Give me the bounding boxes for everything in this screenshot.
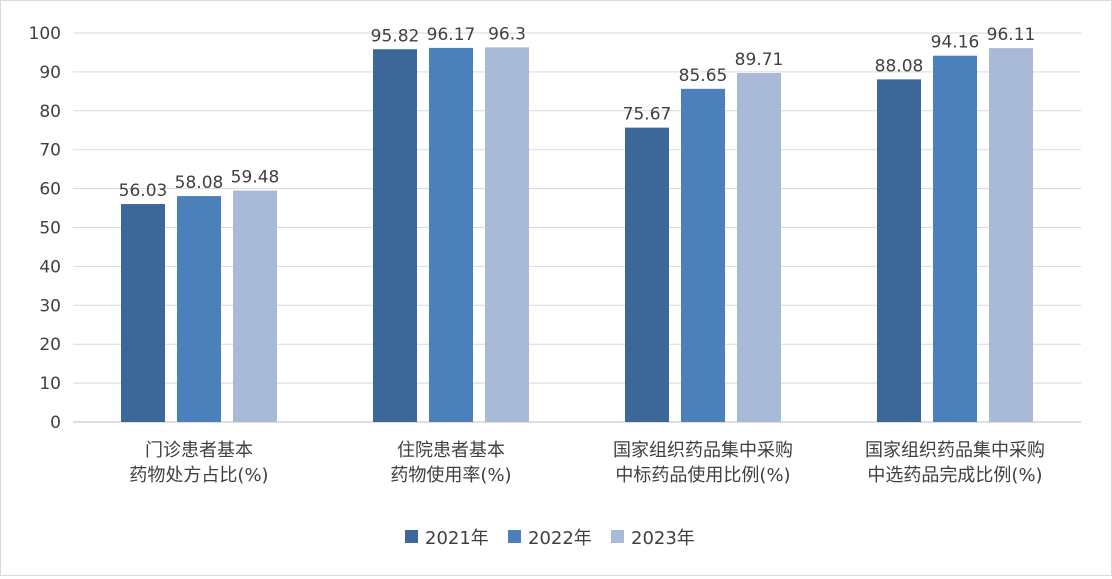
data-label: 96.3: [488, 24, 526, 44]
category-label: 门诊患者基本: [145, 440, 253, 461]
data-labels: 56.03 58.08 59.48 95.82 96.17 96.3 75.67 85.65 8…: [119, 24, 1036, 201]
category-label: 中标药品使用比例(%): [615, 465, 790, 486]
y-axis-ticks: 0 10 20 30 40 50 60 70 80 90 100: [29, 24, 61, 433]
data-label: 88.08: [875, 56, 924, 76]
data-label: 96.17: [427, 25, 476, 45]
bar: [373, 49, 417, 423]
y-tick-label: 30: [39, 296, 61, 316]
bar: [485, 47, 529, 422]
y-tick-label: 50: [39, 219, 61, 239]
category-label: 药物处方占比(%): [129, 465, 268, 486]
y-tick-label: 40: [39, 257, 61, 277]
bar: [933, 55, 977, 423]
data-label: 96.11: [987, 25, 1036, 45]
category-label: 住院患者基本: [397, 440, 505, 461]
data-label: 95.82: [371, 26, 420, 46]
legend-swatch: [611, 530, 624, 543]
bar: [625, 127, 669, 422]
y-tick-label: 0: [50, 413, 61, 433]
data-label: 94.16: [931, 33, 980, 53]
data-label: 85.65: [679, 66, 728, 86]
category-label: 中选药品完成比例(%): [867, 465, 1042, 486]
bar: [121, 204, 165, 422]
bar: [877, 79, 921, 422]
data-label: 89.71: [735, 50, 784, 70]
category-label: 国家组织药品集中采购: [865, 440, 1045, 461]
y-tick-label: 100: [29, 24, 61, 44]
grid: [73, 32, 1081, 423]
legend-label: 2023年: [631, 528, 695, 549]
legend-swatch: [405, 530, 418, 543]
category-label: 药物使用率(%): [390, 465, 511, 486]
legend: 2021年 2022年 2023年: [405, 528, 695, 549]
bar: [989, 48, 1033, 422]
data-label: 59.48: [231, 168, 280, 188]
data-label: 75.67: [623, 105, 672, 125]
legend-label: 2021年: [425, 528, 489, 549]
legend-swatch: [508, 530, 521, 543]
x-axis-categories: 门诊患者基本药物处方占比(%)住院患者基本药物使用率(%)国家组织药品集中采购中…: [129, 440, 1045, 486]
y-tick-label: 20: [39, 335, 61, 355]
category-label: 国家组织药品集中采购: [613, 440, 793, 461]
y-tick-label: 80: [39, 102, 61, 122]
bars: [121, 47, 1033, 423]
bar: [233, 190, 277, 422]
bar: [177, 196, 221, 422]
data-label: 58.08: [175, 173, 224, 193]
bar: [681, 88, 725, 422]
data-label: 56.03: [119, 181, 168, 201]
bar: [737, 73, 781, 422]
bar: [429, 47, 473, 422]
y-tick-label: 90: [39, 63, 61, 83]
y-tick-label: 60: [39, 180, 61, 200]
y-tick-label: 70: [39, 141, 61, 161]
legend-label: 2022年: [528, 528, 592, 549]
y-tick-label: 10: [39, 374, 61, 394]
